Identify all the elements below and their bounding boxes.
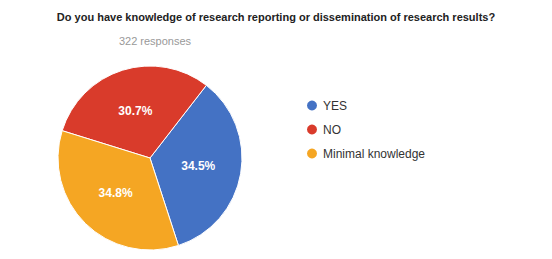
svg-text:34.5%: 34.5%: [181, 159, 215, 173]
svg-text:322 responses: 322 responses: [119, 35, 192, 47]
svg-text:30.7%: 30.7%: [118, 104, 152, 118]
svg-text:NO: NO: [323, 123, 341, 137]
svg-text:Do you have knowledge of resea: Do you have knowledge of research report…: [57, 11, 496, 23]
svg-text:YES: YES: [323, 99, 347, 113]
svg-text:34.8%: 34.8%: [99, 186, 133, 200]
svg-text:Minimal knowledge: Minimal knowledge: [323, 147, 425, 161]
